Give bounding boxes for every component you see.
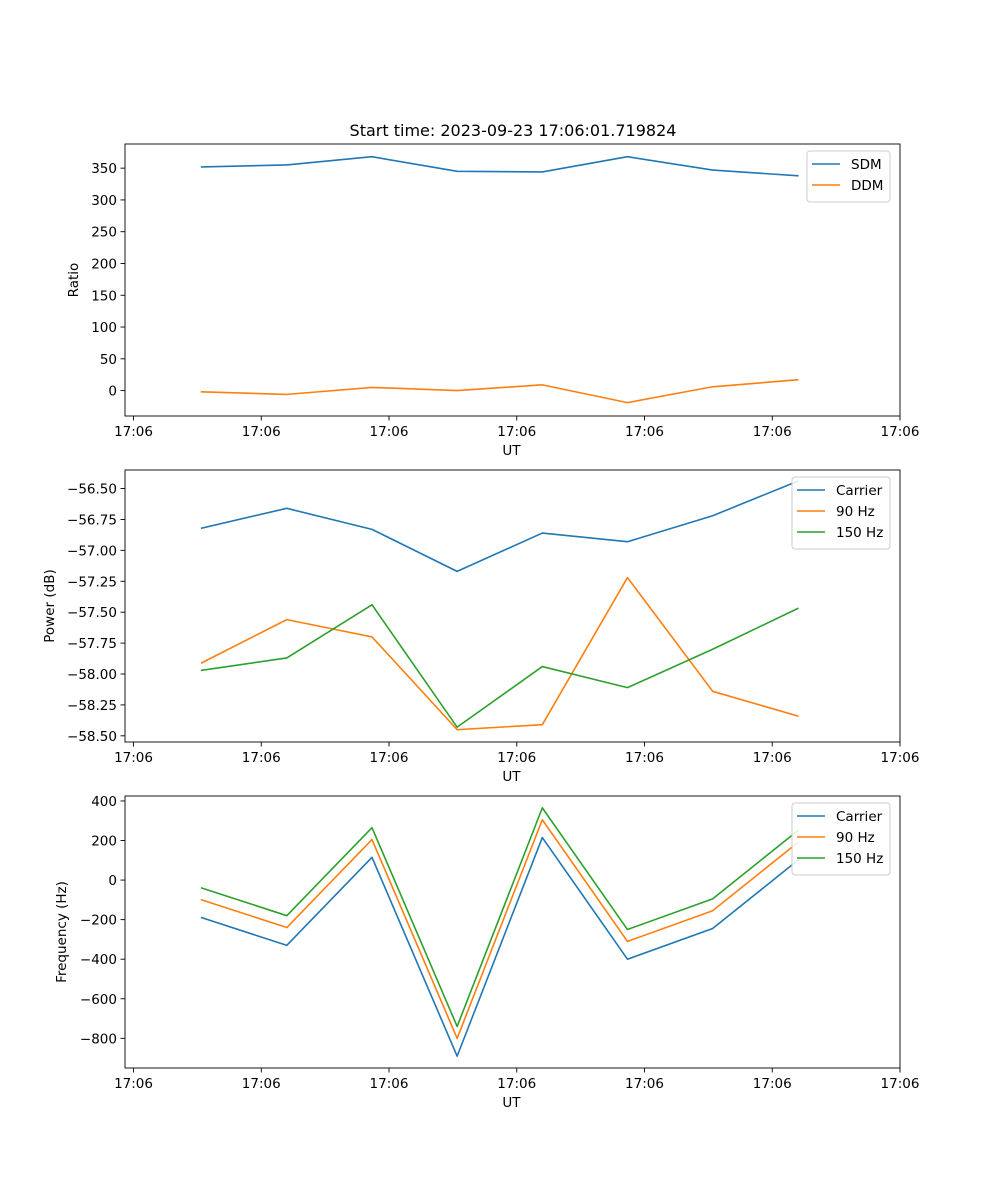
y-tick-label: −57.00 [67, 543, 117, 559]
x-tick-label: 17:06 [114, 750, 153, 766]
series-lines [200, 480, 799, 731]
x-axis-label: UT [502, 443, 521, 459]
y-tick-label: −56.50 [67, 482, 117, 498]
x-axis: 17:06 17:06 17:06 17:06 17:06 17:06 17:06 [114, 742, 919, 766]
y-axis-label: Power (dB) [42, 569, 58, 642]
y-tick-label: −57.75 [67, 636, 117, 652]
y-tick-label: 150 [91, 288, 117, 304]
legend-label-150-hz: 150 Hz [836, 851, 883, 867]
series-line-carrier [200, 480, 799, 573]
y-tick-label: 50 [100, 352, 117, 368]
y-tick-label: 0 [108, 384, 117, 400]
y-axis: −800 −600 −400 −200 0 200 400 [80, 794, 125, 1047]
x-tick-label: 17:06 [625, 750, 664, 766]
series-line-150-hz [200, 603, 799, 728]
x-axis-label: UT [502, 1095, 521, 1111]
legend-box [791, 476, 891, 550]
y-tick-label: 350 [91, 161, 117, 177]
legend-label-90-hz: 90 Hz [836, 830, 875, 846]
subplot-3: 17:06 17:06 17:06 17:06 17:06 17:06 17:06 UT −80… [54, 794, 919, 1111]
y-tick-label: 300 [91, 193, 117, 209]
figure-title: Start time: 2023-09-23 17:06:01.719824 [350, 121, 677, 140]
y-tick-label: −58.50 [67, 729, 117, 745]
series-line-90-hz [200, 818, 799, 1040]
y-axis-label: Frequency (Hz) [54, 881, 70, 983]
x-tick-label: 17:06 [370, 1076, 409, 1092]
y-tick-label: −57.50 [67, 605, 117, 621]
legend-label-ddm: DDM [851, 178, 883, 194]
x-tick-label: 17:06 [753, 1076, 792, 1092]
x-axis-label: UT [502, 769, 521, 785]
series-lines [200, 155, 799, 404]
subplot-1: 17:06 17:06 17:06 17:06 17:06 17:06 17:06 UT 0 50… [66, 143, 919, 459]
x-tick-label: 17:06 [881, 1076, 920, 1092]
x-tick-label: 17:06 [370, 750, 409, 766]
x-tick-label: 17:06 [242, 424, 281, 440]
x-tick-label: 17:06 [625, 424, 664, 440]
legend-label-sdm: SDM [851, 157, 882, 173]
x-tick-label: 17:06 [497, 424, 536, 440]
series-line-90-hz [200, 576, 799, 731]
y-tick-label: −600 [80, 992, 117, 1008]
x-tick-label: 17:06 [881, 424, 920, 440]
y-axis: 0 50 100 150 200 250 300 350 [91, 161, 125, 400]
x-tick-label: 17:06 [497, 750, 536, 766]
y-tick-label: −58.00 [67, 667, 117, 683]
axes-frame [124, 795, 901, 1069]
y-tick-label: 200 [91, 256, 117, 272]
x-tick-label: 17:06 [625, 1076, 664, 1092]
legend-label-90-hz: 90 Hz [836, 504, 875, 520]
legend: Carrier 90 Hz 150 Hz [791, 802, 891, 876]
series-lines [200, 807, 799, 1057]
legend-label-carrier: Carrier [836, 809, 883, 825]
subplot-2: 17:06 17:06 17:06 17:06 17:06 17:06 17:06 UT −58… [42, 469, 919, 785]
y-tick-label: 0 [108, 873, 117, 889]
y-axis: −58.50 −58.25 −58.00 −57.75 −57.50 −57.25 −57.… [67, 482, 125, 745]
x-tick-label: 17:06 [881, 750, 920, 766]
x-tick-label: 17:06 [370, 424, 409, 440]
y-tick-label: −56.75 [67, 512, 117, 528]
y-tick-label: −800 [80, 1031, 117, 1047]
y-axis-label: Ratio [66, 263, 82, 298]
x-tick-label: 17:06 [114, 1076, 153, 1092]
x-tick-label: 17:06 [753, 424, 792, 440]
legend: Carrier 90 Hz 150 Hz [791, 476, 891, 550]
axes-frame [124, 143, 901, 417]
y-tick-label: −58.25 [67, 698, 117, 714]
y-tick-label: 100 [91, 320, 117, 336]
y-tick-label: 400 [91, 794, 117, 810]
x-tick-label: 17:06 [114, 424, 153, 440]
y-tick-label: −400 [80, 952, 117, 968]
x-axis: 17:06 17:06 17:06 17:06 17:06 17:06 17:06 [114, 416, 919, 440]
y-tick-label: 200 [91, 834, 117, 850]
series-line-carrier [200, 836, 799, 1057]
series-line-150-hz [200, 807, 799, 1028]
series-line-sdm [200, 155, 799, 177]
legend-box [791, 802, 891, 876]
legend-label-150-hz: 150 Hz [836, 525, 883, 541]
legend: SDM DDM [806, 150, 891, 203]
subplots: 17:06 17:06 17:06 17:06 17:06 17:06 17:06 UT 0 50… [42, 143, 919, 1111]
x-tick-label: 17:06 [242, 1076, 281, 1092]
x-tick-label: 17:06 [497, 1076, 536, 1092]
y-tick-label: 250 [91, 225, 117, 241]
y-tick-label: −57.25 [67, 574, 117, 590]
x-axis: 17:06 17:06 17:06 17:06 17:06 17:06 17:06 [114, 1068, 919, 1092]
x-tick-label: 17:06 [753, 750, 792, 766]
legend-label-carrier: Carrier [836, 483, 883, 499]
axes-frame [124, 469, 901, 743]
series-line-ddm [200, 378, 799, 404]
x-tick-label: 17:06 [242, 750, 281, 766]
y-tick-label: −200 [80, 913, 117, 929]
